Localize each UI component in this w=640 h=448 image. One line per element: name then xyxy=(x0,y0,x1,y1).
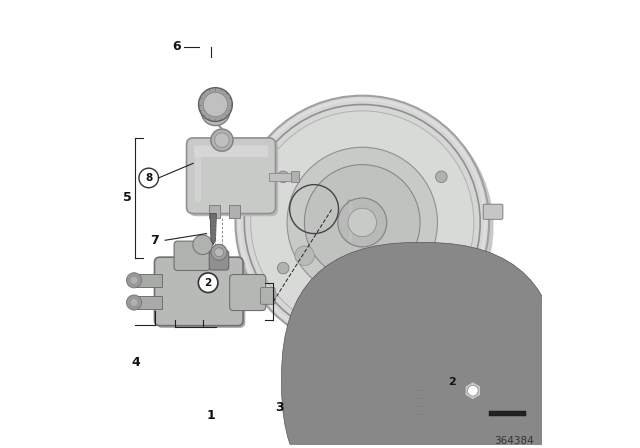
Circle shape xyxy=(305,164,420,280)
Circle shape xyxy=(240,100,493,353)
FancyBboxPatch shape xyxy=(194,146,268,157)
Text: 3: 3 xyxy=(276,401,284,414)
Circle shape xyxy=(204,92,228,117)
Circle shape xyxy=(436,171,447,183)
Circle shape xyxy=(330,275,349,295)
FancyBboxPatch shape xyxy=(483,204,503,220)
Circle shape xyxy=(436,263,447,274)
Circle shape xyxy=(201,97,230,125)
Text: 5: 5 xyxy=(124,191,132,204)
Text: 8: 8 xyxy=(394,377,401,387)
Bar xyxy=(389,353,534,425)
Text: 6: 6 xyxy=(172,40,181,53)
FancyBboxPatch shape xyxy=(209,250,228,270)
Circle shape xyxy=(130,276,138,284)
Circle shape xyxy=(237,98,492,352)
Polygon shape xyxy=(487,367,526,414)
Text: 2: 2 xyxy=(448,377,456,387)
Circle shape xyxy=(139,168,159,188)
Text: 2: 2 xyxy=(205,278,212,288)
Polygon shape xyxy=(461,377,484,404)
Bar xyxy=(230,205,240,218)
Circle shape xyxy=(410,246,429,266)
Bar xyxy=(244,179,260,187)
Bar xyxy=(269,173,293,181)
FancyBboxPatch shape xyxy=(157,259,245,328)
Circle shape xyxy=(198,88,232,121)
FancyBboxPatch shape xyxy=(186,138,275,214)
Circle shape xyxy=(130,298,138,306)
FancyBboxPatch shape xyxy=(230,275,266,310)
Circle shape xyxy=(287,147,438,297)
Bar xyxy=(291,171,299,182)
Circle shape xyxy=(375,275,395,295)
Text: 364384: 364384 xyxy=(494,436,534,446)
Circle shape xyxy=(295,246,314,266)
Circle shape xyxy=(467,385,478,396)
FancyBboxPatch shape xyxy=(415,375,426,418)
Bar xyxy=(136,274,162,287)
Text: 1: 1 xyxy=(207,409,216,422)
Circle shape xyxy=(127,295,141,310)
Bar xyxy=(209,205,220,218)
FancyBboxPatch shape xyxy=(260,288,275,304)
Bar xyxy=(136,296,162,309)
Circle shape xyxy=(211,129,233,151)
FancyBboxPatch shape xyxy=(282,242,560,448)
Circle shape xyxy=(338,198,387,247)
Circle shape xyxy=(277,263,289,274)
Text: 8: 8 xyxy=(145,173,152,183)
Text: 4: 4 xyxy=(131,356,140,369)
Circle shape xyxy=(214,248,223,257)
FancyBboxPatch shape xyxy=(154,257,243,326)
Circle shape xyxy=(193,235,212,254)
Polygon shape xyxy=(465,382,481,400)
Circle shape xyxy=(127,273,141,288)
Circle shape xyxy=(348,208,376,237)
Circle shape xyxy=(236,96,489,349)
Polygon shape xyxy=(210,214,216,245)
Bar xyxy=(490,411,526,416)
FancyBboxPatch shape xyxy=(174,241,210,271)
Circle shape xyxy=(211,244,227,260)
Text: 7: 7 xyxy=(150,234,159,247)
Circle shape xyxy=(240,177,251,188)
Circle shape xyxy=(251,111,474,334)
FancyBboxPatch shape xyxy=(189,141,278,216)
Bar xyxy=(195,149,201,202)
Circle shape xyxy=(198,273,218,293)
Circle shape xyxy=(214,133,229,147)
Circle shape xyxy=(277,171,289,183)
